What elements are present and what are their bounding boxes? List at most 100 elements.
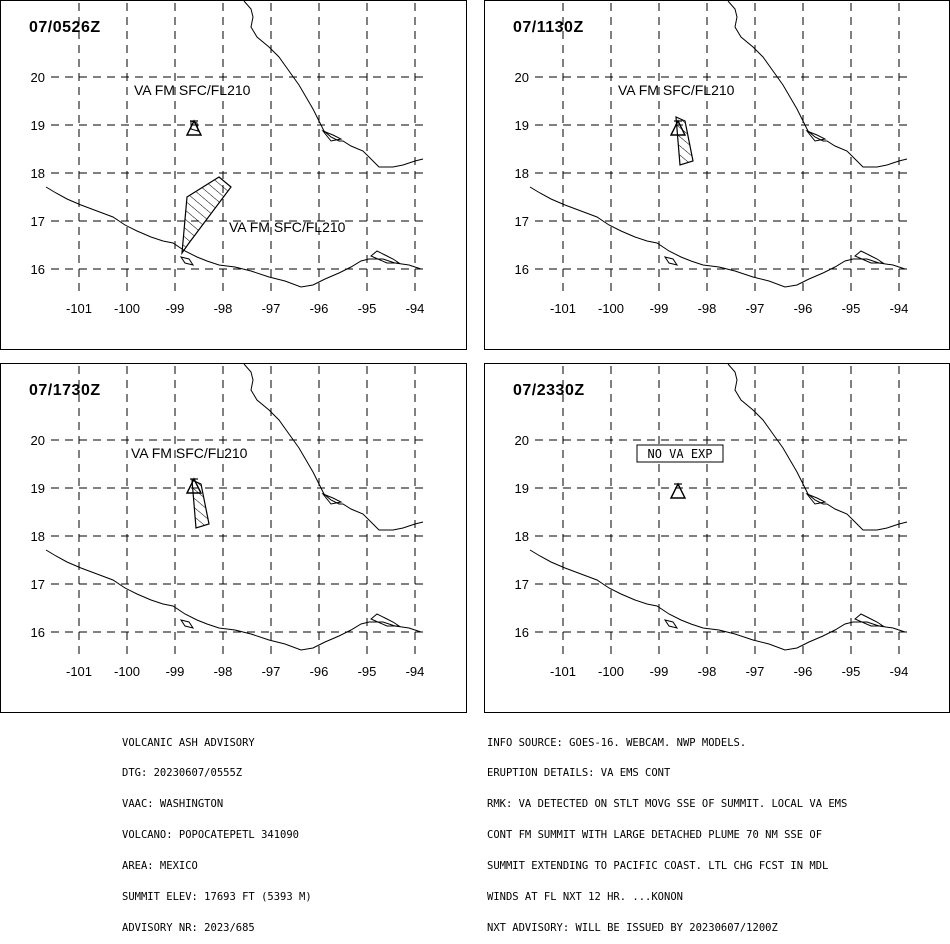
coast-inlet xyxy=(663,619,679,629)
longitude-tick-label: -97 xyxy=(262,301,281,316)
coast-lagoon xyxy=(854,250,885,264)
map-panel-1: -101 -100 -99 -98 -97 -96 -95 -94 20 19 18 17 16 VA F… xyxy=(0,0,467,350)
gulf-coastline xyxy=(727,364,908,531)
longitude-tick-label: -98 xyxy=(698,301,717,316)
longitude-tick-label: -101 xyxy=(66,301,92,316)
map-svg-4: -101 -100 -99 -98 -97 -96 -95 -94 20 19 18 17 16 NO V… xyxy=(515,364,910,679)
advisory-line: VAAC: WASHINGTON xyxy=(122,798,224,811)
panel-time: 07/2330Z xyxy=(513,382,585,399)
coast-lagoon xyxy=(370,250,401,264)
va-label: VA FM SFC/FL210 xyxy=(134,82,251,98)
longitude-tick-label: -99 xyxy=(650,301,669,316)
latitude-tick-label: 20 xyxy=(515,70,529,85)
coast-inlet xyxy=(179,619,195,629)
latitude-tick-label: 16 xyxy=(515,625,529,640)
advisory-line: VOLCANIC ASH ADVISORY xyxy=(122,736,255,749)
advisory-line: INFO SOURCE: GOES-16. WEBCAM. NWP MODELS… xyxy=(487,736,747,749)
longitude-tick-label: -100 xyxy=(598,664,624,679)
latitude-tick-label: 20 xyxy=(31,433,45,448)
advisory-line: CONT FM SUMMIT WITH LARGE DETACHED PLUME… xyxy=(487,829,823,842)
panel-time: 07/0526Z xyxy=(29,19,101,36)
volcano-icon xyxy=(669,482,687,499)
pacific-coastline xyxy=(45,186,422,288)
longitude-tick-label: -101 xyxy=(550,664,576,679)
advisory-line: RMK: VA DETECTED ON STLT MOVG SSE OF SUM… xyxy=(487,798,848,811)
advisory-line: WINDS AT FL NXT 12 HR. ...KONON xyxy=(487,891,683,904)
ash-plume xyxy=(675,116,694,166)
longitude-tick-label: -98 xyxy=(214,664,233,679)
longitude-tick-label: -100 xyxy=(598,301,624,316)
advisory-line: ADVISORY NR: 2023/685 xyxy=(122,921,255,934)
longitude-tick-label: -101 xyxy=(550,301,576,316)
longitude-tick-label: -96 xyxy=(794,664,813,679)
ash-plume-detached xyxy=(181,176,232,256)
va-label: VA FM SFC/FL210 xyxy=(618,82,735,98)
latitude-tick-label: 18 xyxy=(31,166,45,181)
longitude-tick-label: -95 xyxy=(842,301,861,316)
latitude-tick-label: 18 xyxy=(31,529,45,544)
gulf-coastline xyxy=(727,1,908,168)
coast-lagoon xyxy=(321,129,343,142)
longitude-tick-label: -99 xyxy=(166,301,185,316)
map-panel-2: -101 -100 -99 -98 -97 -96 -95 -94 20 19 18 17 16 VA F… xyxy=(484,0,950,350)
coast-lagoon xyxy=(321,492,343,505)
coast-lagoon xyxy=(854,613,885,627)
longitude-tick-label: -99 xyxy=(650,664,669,679)
longitude-tick-label: -101 xyxy=(66,664,92,679)
longitude-tick-label: -100 xyxy=(114,664,140,679)
volcano-icon xyxy=(185,119,203,136)
latitude-tick-label: 16 xyxy=(515,262,529,277)
advisory-line: SUMMIT ELEV: 17693 FT (5393 M) xyxy=(122,891,312,904)
longitude-tick-label: -95 xyxy=(358,664,377,679)
longitude-tick-label: -94 xyxy=(890,664,909,679)
longitude-tick-label: -97 xyxy=(746,301,765,316)
latitude-tick-label: 16 xyxy=(31,262,45,277)
longitude-tick-label: -100 xyxy=(114,301,140,316)
map-svg-3: -101 -100 -99 -98 -97 -96 -95 -94 20 19 18 17 16 VA F… xyxy=(31,364,426,679)
ash-plume xyxy=(191,479,210,529)
no-va-box xyxy=(636,444,724,463)
pacific-coastline xyxy=(45,549,422,651)
longitude-tick-label: -96 xyxy=(310,664,329,679)
latitude-tick-label: 18 xyxy=(515,166,529,181)
advisory-line: SUMMIT EXTENDING TO PACIFIC COAST. LTL C… xyxy=(487,860,829,873)
coast-inlet xyxy=(663,256,679,266)
panel-time: 07/1130Z xyxy=(513,19,584,36)
longitude-tick-label: -97 xyxy=(746,664,765,679)
longitude-tick-label: -96 xyxy=(310,301,329,316)
latitude-tick-label: 17 xyxy=(31,577,45,592)
longitude-tick-label: -96 xyxy=(794,301,813,316)
longitude-tick-label: -94 xyxy=(406,301,425,316)
advisory-line: VOLCANO: POPOCATEPETL 341090 xyxy=(122,829,300,842)
latitude-tick-label: 17 xyxy=(515,577,529,592)
map-svg-2: -101 -100 -99 -98 -97 -96 -95 -94 20 19 18 17 16 VA F… xyxy=(515,1,910,316)
latitude-tick-label: 19 xyxy=(31,118,45,133)
advisory-line: AREA: MEXICO xyxy=(122,860,198,873)
longitude-tick-label: -94 xyxy=(890,301,909,316)
longitude-tick-label: -98 xyxy=(698,664,717,679)
advisory-line: DTG: 20230607/0555Z xyxy=(122,767,243,780)
latitude-tick-label: 20 xyxy=(31,70,45,85)
panel-time: 07/1730Z xyxy=(29,382,101,399)
pacific-coastline xyxy=(529,549,906,651)
latitude-tick-label: 16 xyxy=(31,625,45,640)
latitude-tick-label: 17 xyxy=(31,214,45,229)
map-svg-1: -101 -100 -99 -98 -97 -96 -95 -94 20 19 18 17 16 VA F… xyxy=(31,1,426,316)
coast-lagoon xyxy=(805,129,827,142)
advisory-right: INFO SOURCE: GOES-16. WEBCAM. NWP MODELS… xyxy=(487,717,847,944)
va-label: VA FM SFC/FL210 xyxy=(229,219,346,235)
coast-inlet xyxy=(179,256,195,266)
volcano-icon xyxy=(185,477,203,494)
advisory-line: NXT ADVISORY: WILL BE ISSUED BY 20230607… xyxy=(487,921,778,934)
longitude-tick-label: -95 xyxy=(842,664,861,679)
longitude-tick-label: -95 xyxy=(358,301,377,316)
longitude-tick-label: -98 xyxy=(214,301,233,316)
gulf-coastline xyxy=(243,1,424,168)
pacific-coastline xyxy=(529,186,906,288)
longitude-tick-label: -97 xyxy=(262,664,281,679)
latitude-tick-label: 17 xyxy=(515,214,529,229)
map-panel-4: -101 -100 -99 -98 -97 -96 -95 -94 20 19 18 17 16 NO V… xyxy=(484,363,950,713)
advisory-left: VOLCANIC ASH ADVISORY DTG: 20230607/0555… xyxy=(122,717,312,944)
volcano-icon xyxy=(669,119,687,136)
latitude-tick-label: 20 xyxy=(515,433,529,448)
